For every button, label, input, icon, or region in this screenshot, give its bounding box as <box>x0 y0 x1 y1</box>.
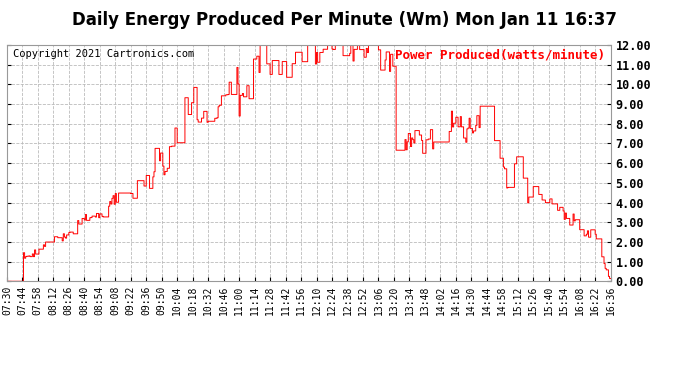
Text: Power Produced(watts/minute): Power Produced(watts/minute) <box>395 48 604 62</box>
Text: Copyright 2021 Cartronics.com: Copyright 2021 Cartronics.com <box>13 48 194 58</box>
Text: Daily Energy Produced Per Minute (Wm) Mon Jan 11 16:37: Daily Energy Produced Per Minute (Wm) Mo… <box>72 11 618 29</box>
